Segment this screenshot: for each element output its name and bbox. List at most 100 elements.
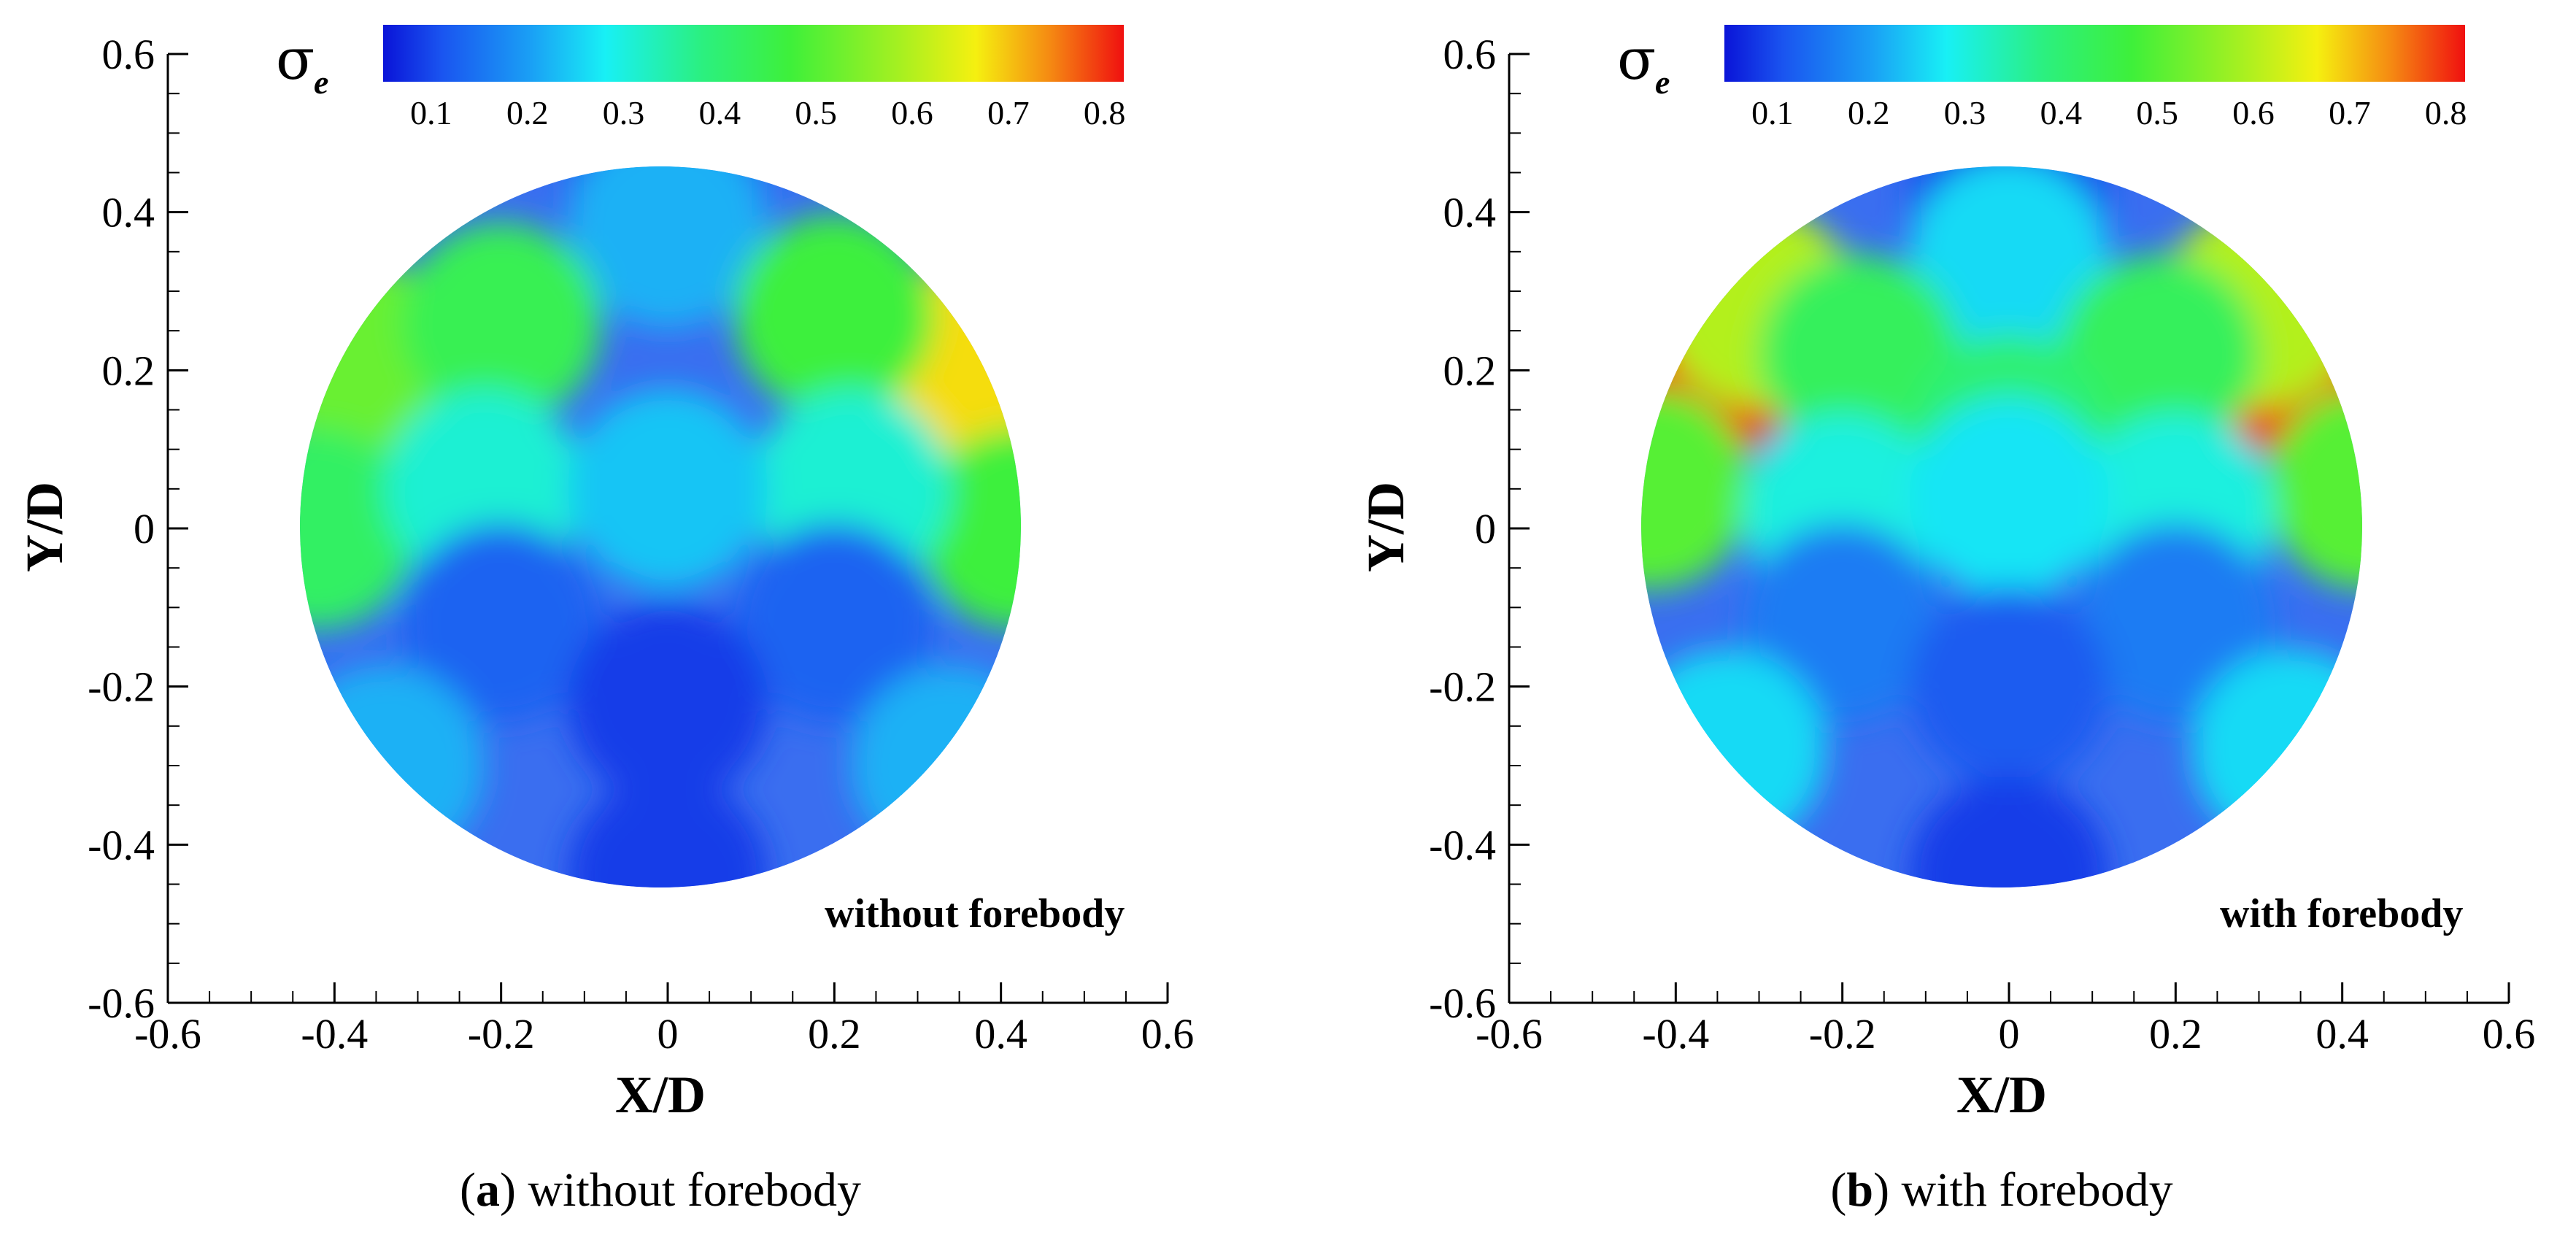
colorbar-ramp-a — [383, 25, 1124, 82]
colorbar-symbol-b: σ — [1617, 27, 1656, 93]
x-tick-label: -0.4 — [301, 1010, 368, 1058]
y-tick-label: 0.6 — [1443, 31, 1497, 78]
colorbar-tick-label: 0.1 — [410, 94, 452, 131]
colorbar-tick-label: 0.4 — [699, 94, 741, 131]
field-sample — [568, 388, 768, 589]
y-tick-labels-b: 0.6 0.4 0.2 0 -0.2 -0.4 -0.6 — [1429, 31, 1496, 1027]
field-sample — [300, 428, 418, 628]
x-tick-label: 0.2 — [2149, 1010, 2202, 1058]
x-tick-label: 0.6 — [2483, 1010, 2536, 1058]
x-tick-label: 0 — [658, 1010, 679, 1058]
x-axis-title-b: X/D — [1956, 1066, 2047, 1124]
colorbar-subscript-b: e — [1655, 63, 1670, 101]
x-tick-label: -0.2 — [1809, 1010, 1876, 1058]
field-sample — [568, 166, 768, 328]
y-tick-label: -0.4 — [88, 821, 155, 869]
y-tick-label: -0.2 — [88, 663, 155, 711]
field-sample — [1641, 388, 1751, 589]
y-tick-label: -0.2 — [1429, 663, 1496, 711]
field-blobs-b — [1641, 166, 2362, 887]
field-sample — [1742, 523, 1943, 723]
colorbar-tick-label: 0.5 — [795, 94, 837, 131]
field-sample — [1909, 166, 2109, 360]
field-sample — [300, 666, 485, 866]
x-tick-label: 0.4 — [2315, 1010, 2369, 1058]
field-sample — [2075, 523, 2276, 723]
colorbar-ramp-b — [1724, 25, 2465, 82]
contour-field-a — [300, 166, 1021, 887]
colorbar-tick-labels-b: 0.1 0.2 0.3 0.4 0.5 0.6 0.7 0.8 — [1751, 94, 2467, 131]
colorbar-tick-label: 0.4 — [2040, 94, 2083, 131]
y-axis-title-b: Y/D — [1357, 482, 1415, 572]
x-tick-label: 0.2 — [808, 1010, 861, 1058]
y-tick-label: -0.6 — [1429, 979, 1496, 1027]
y-axis-title-a: Y/D — [15, 482, 74, 572]
colorbar-tick-labels-a: 0.1 0.2 0.3 0.4 0.5 0.6 0.7 0.8 — [410, 94, 1125, 131]
x-tick-label: 0 — [1999, 1010, 2020, 1058]
colorbar-tick-label: 0.6 — [891, 94, 933, 131]
contour-field-b — [1641, 166, 2362, 887]
y-tick-label: 0.2 — [102, 347, 155, 394]
field-sample — [401, 523, 601, 723]
colorbar-a: σ e 0.1 0.2 0.3 0.4 0.5 0.6 0.7 0.8 — [276, 25, 1125, 131]
x-axis-title-a: X/D — [615, 1066, 706, 1124]
field-sample — [2192, 650, 2362, 850]
annotation-a: without forebody — [825, 891, 1125, 936]
colorbar-subscript-a: e — [314, 63, 328, 101]
colorbar-tick-label: 0.3 — [1944, 94, 1986, 131]
field-sample — [2267, 388, 2362, 589]
field-sample — [851, 666, 1021, 866]
y-tick-labels-a: 0.6 0.4 0.2 0 -0.2 -0.4 -0.6 — [88, 31, 155, 1027]
field-sample — [2059, 254, 2259, 455]
ticks-b — [1508, 53, 2510, 1004]
x-tick-labels-b: -0.6 -0.4 -0.2 0 0.2 0.4 0.6 — [1476, 1010, 2535, 1058]
y-tick-label: -0.4 — [1429, 821, 1496, 869]
field-sample — [1909, 586, 2109, 787]
colorbar-tick-label: 0.2 — [506, 94, 549, 131]
field-sample — [1909, 776, 2109, 887]
colorbar-tick-label: 0.7 — [987, 94, 1030, 131]
caption-a: (a) without forebody — [460, 1163, 861, 1217]
colorbar-tick-label: 0.8 — [2425, 94, 2467, 131]
panel-b: -0.6 -0.4 -0.2 0 0.2 0.4 0.6 0.6 0.4 0.2 0 -0.2 -0.… — [1357, 25, 2535, 1217]
y-tick-label: 0.4 — [102, 189, 155, 236]
field-sample — [1641, 650, 1826, 850]
x-tick-label: -0.4 — [1642, 1010, 1709, 1058]
field-sample — [568, 602, 768, 803]
colorbar-tick-label: 0.3 — [603, 94, 645, 131]
colorbar-tick-label: 0.7 — [2329, 94, 2371, 131]
colorbar-symbol-a: σ — [276, 27, 315, 93]
field-blobs-a — [300, 166, 1021, 887]
field-sample — [1909, 396, 2109, 597]
colorbar-tick-label: 0.5 — [2136, 94, 2178, 131]
x-tick-label: 0.6 — [1141, 1010, 1195, 1058]
colorbar-tick-label: 0.1 — [1751, 94, 1794, 131]
colorbar-tick-label: 0.2 — [1848, 94, 1890, 131]
field-sample — [401, 223, 601, 423]
field-sample — [734, 523, 935, 723]
y-tick-label: 0.6 — [102, 31, 155, 78]
y-tick-label: -0.6 — [88, 979, 155, 1027]
caption-letter-a: a — [476, 1163, 500, 1217]
caption-text-a: without forebody — [516, 1163, 861, 1217]
y-tick-label: 0.4 — [1443, 189, 1497, 236]
colorbar-tick-label: 0.8 — [1084, 94, 1126, 131]
colorbar-b: σ e 0.1 0.2 0.3 0.4 0.5 0.6 0.7 0.8 — [1617, 25, 2467, 131]
colorbar-tick-label: 0.6 — [2232, 94, 2275, 131]
x-tick-labels-a: -0.6 -0.4 -0.2 0 0.2 0.4 0.6 — [134, 1010, 1194, 1058]
caption-letter-b: b — [1846, 1163, 1873, 1217]
y-tick-label: 0 — [1475, 505, 1496, 552]
field-sample — [734, 215, 935, 415]
y-tick-label: 0.2 — [1443, 347, 1497, 394]
field-sample — [1759, 254, 1959, 455]
axes-b — [1508, 53, 2510, 1004]
x-tick-label: -0.6 — [134, 1010, 201, 1058]
panel-a: -0.6 -0.4 -0.2 0 0.2 0.4 0.6 0.6 0.4 0.2 0 -0.2 -0.… — [15, 25, 1194, 1217]
ticks-a — [166, 53, 1169, 1004]
y-tick-label: 0 — [134, 505, 155, 552]
caption-text-b: with forebody — [1889, 1163, 2173, 1217]
annotation-b: with forebody — [2220, 891, 2463, 936]
field-sample — [917, 428, 1021, 628]
field-sample — [568, 776, 768, 887]
